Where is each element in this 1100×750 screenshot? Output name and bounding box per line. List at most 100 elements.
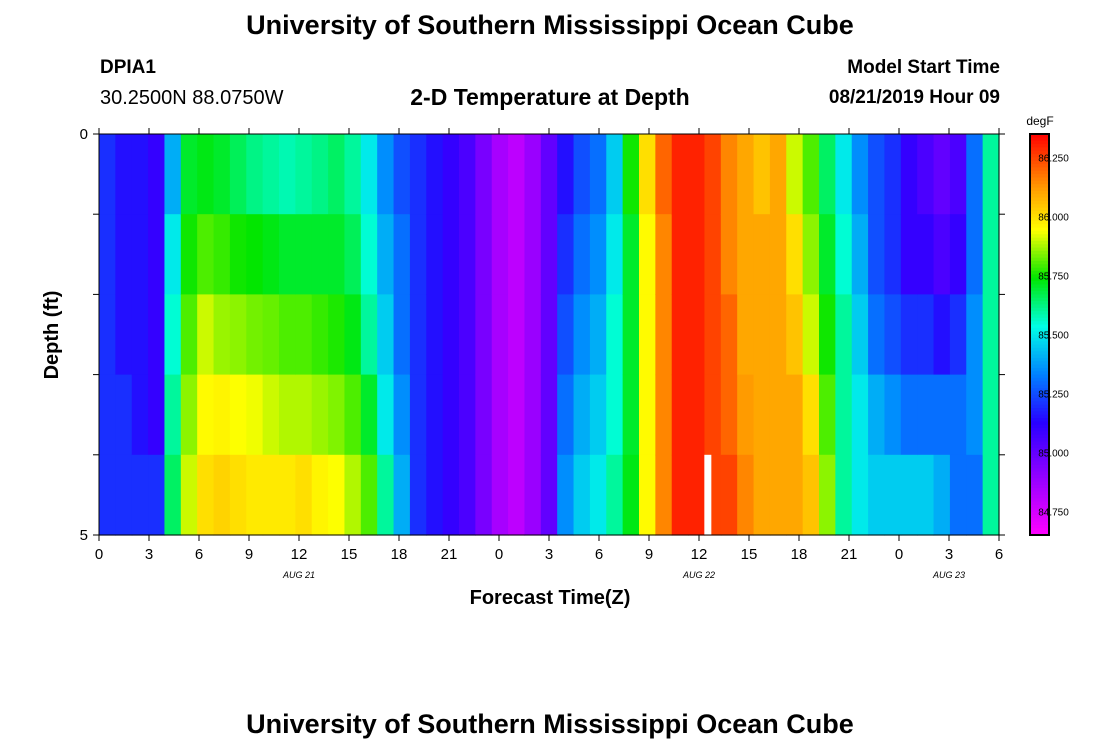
heatmap-cell: [949, 374, 967, 456]
heatmap-cell: [475, 294, 493, 376]
heatmap-cell: [99, 134, 116, 215]
colorbar-segment: [1030, 190, 1049, 195]
colorbar-segment: [1030, 321, 1049, 326]
x-tick-label: 0: [895, 546, 903, 563]
heatmap-cell: [279, 134, 296, 215]
heatmap-cell: [786, 294, 804, 376]
colorbar-segment: [1030, 434, 1049, 439]
heatmap-cell: [753, 134, 771, 215]
colorbar-frame: [1029, 133, 1050, 536]
heatmap-cell: [197, 214, 215, 295]
colorbar-segment: [1030, 301, 1049, 306]
heatmap-cell: [819, 374, 836, 456]
y-tick-label: 0: [80, 126, 88, 143]
heatmap-cell: [409, 454, 427, 536]
heatmap-cell: [442, 294, 460, 376]
heatmap-cell: [295, 374, 313, 456]
heatmap-cell: [720, 214, 738, 295]
heatmap-cell: [982, 134, 1000, 215]
heatmap-cell: [508, 454, 526, 536]
colorbar-segment: [1030, 531, 1049, 536]
heatmap-cell: [344, 214, 362, 295]
heatmap-cell: [197, 454, 215, 536]
heatmap-cell: [246, 134, 264, 215]
heatmap-cell: [475, 214, 493, 295]
heatmap-cell: [459, 454, 476, 536]
heatmap-cell: [573, 374, 591, 456]
heatmap-cell: [475, 454, 493, 536]
colorbar-segment: [1030, 284, 1049, 289]
heatmap-cell: [164, 134, 182, 215]
heatmap-cell: [508, 214, 526, 295]
heatmap-cell: [524, 214, 542, 295]
colorbar-segment: [1030, 240, 1049, 245]
heatmap-cell: [802, 214, 820, 295]
heatmap-cell: [655, 454, 673, 536]
heatmap-cell: [949, 294, 967, 376]
colorbar-segment: [1030, 451, 1049, 456]
heatmap-cell: [851, 294, 869, 376]
heatmap-cell: [900, 294, 918, 376]
x-tick-label: 0: [495, 546, 503, 563]
heatmap-cell: [819, 134, 836, 215]
colorbar-tick-label: 85.750: [1038, 272, 1069, 283]
heatmap-cell: [164, 454, 182, 536]
colorbar-segment: [1030, 508, 1049, 513]
heatmap-cell: [131, 214, 149, 295]
colorbar-segment: [1030, 501, 1049, 506]
heatmap: [99, 134, 1000, 536]
heatmap-cell: [180, 454, 198, 536]
colorbar-segment: [1030, 428, 1049, 433]
heatmap-cell: [311, 214, 329, 295]
heatmap-cell: [360, 454, 378, 536]
colorbar-segment: [1030, 394, 1049, 399]
heatmap-cell: [868, 214, 886, 295]
heatmap-cell: [769, 294, 787, 376]
station-id: DPIA1: [100, 57, 156, 78]
colorbar-tick-label: 85.500: [1038, 331, 1069, 342]
heatmap-cell: [851, 454, 869, 536]
y-axis: 05: [80, 126, 1005, 544]
heatmap-cell: [900, 374, 918, 456]
colorbar-segment: [1030, 210, 1049, 215]
heatmap-cell: [279, 454, 296, 536]
colorbar-segment: [1030, 491, 1049, 496]
y-tick-label: 5: [80, 527, 88, 544]
heatmap-cell: [311, 374, 329, 456]
x-tick-label: 3: [945, 546, 953, 563]
heatmap-cell: [508, 134, 526, 215]
colorbar-segment: [1030, 408, 1049, 412]
colorbar-segment: [1030, 227, 1049, 232]
heatmap-cell: [524, 374, 542, 456]
colorbar-segment: [1030, 471, 1049, 476]
heatmap-cell: [180, 294, 198, 376]
date-label: AUG 23: [932, 570, 965, 580]
heatmap-cell: [459, 214, 476, 295]
heatmap-cell: [229, 454, 247, 536]
colorbar-segment: [1030, 311, 1049, 316]
heatmap-cell: [229, 294, 247, 376]
heatmap-cell: [197, 134, 215, 215]
colorbar-segment: [1030, 504, 1049, 509]
heatmap-cell: [229, 214, 247, 295]
heatmap-cell: [360, 214, 378, 295]
heatmap-cell: [753, 214, 771, 295]
colorbar-segment: [1030, 334, 1049, 339]
colorbar-segment: [1030, 521, 1049, 526]
heatmap-cell: [688, 294, 706, 376]
colorbar-segment: [1030, 260, 1049, 265]
colorbar-segment: [1030, 160, 1049, 165]
colorbar-segment: [1030, 204, 1049, 209]
colorbar-segment: [1030, 498, 1049, 503]
x-tick-label: 21: [441, 546, 458, 563]
colorbar-segment: [1030, 347, 1049, 352]
heatmap-cell: [213, 294, 231, 376]
heatmap-cell: [933, 134, 951, 215]
model-start-value: 08/21/2019 Hour 09: [828, 87, 1000, 108]
heatmap-cell: [442, 214, 460, 295]
heatmap-cell: [688, 374, 706, 456]
colorbar-segment: [1030, 361, 1049, 366]
heatmap-cell: [655, 214, 673, 295]
colorbar-segment: [1030, 351, 1049, 356]
